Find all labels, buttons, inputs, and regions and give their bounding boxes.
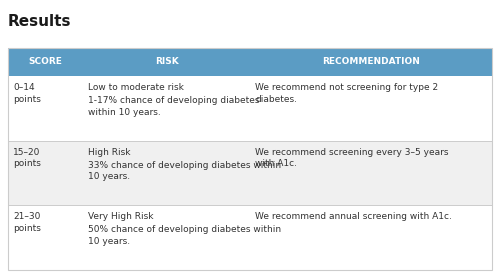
Text: We recommend not screening for type 2
diabetes.: We recommend not screening for type 2 di… xyxy=(255,83,438,104)
Text: 33% chance of developing diabetes within
10 years.: 33% chance of developing diabetes within… xyxy=(88,161,281,182)
Text: We recommend annual screening with A1c.: We recommend annual screening with A1c. xyxy=(255,212,452,221)
Text: RECOMMENDATION: RECOMMENDATION xyxy=(322,57,420,67)
Bar xyxy=(8,76,492,141)
Text: 0–14
points: 0–14 points xyxy=(13,83,41,104)
Text: RISK: RISK xyxy=(154,57,178,67)
Text: 50% chance of developing diabetes within
10 years.: 50% chance of developing diabetes within… xyxy=(88,225,281,246)
Bar xyxy=(8,48,492,76)
Text: 21–30
points: 21–30 points xyxy=(13,212,41,233)
Text: 1-17% chance of developing diabetes
within 10 years.: 1-17% chance of developing diabetes with… xyxy=(88,96,260,117)
Bar xyxy=(8,48,492,270)
Text: High Risk: High Risk xyxy=(88,148,130,157)
Bar xyxy=(8,205,492,270)
Text: Very High Risk: Very High Risk xyxy=(88,212,154,221)
Text: 15–20
points: 15–20 points xyxy=(13,148,41,169)
Text: Low to moderate risk: Low to moderate risk xyxy=(88,83,184,92)
Bar xyxy=(8,141,492,205)
Text: Results: Results xyxy=(8,14,72,29)
Text: SCORE: SCORE xyxy=(28,57,62,67)
Text: We recommend screening every 3–5 years
with A1c.: We recommend screening every 3–5 years w… xyxy=(255,148,448,169)
